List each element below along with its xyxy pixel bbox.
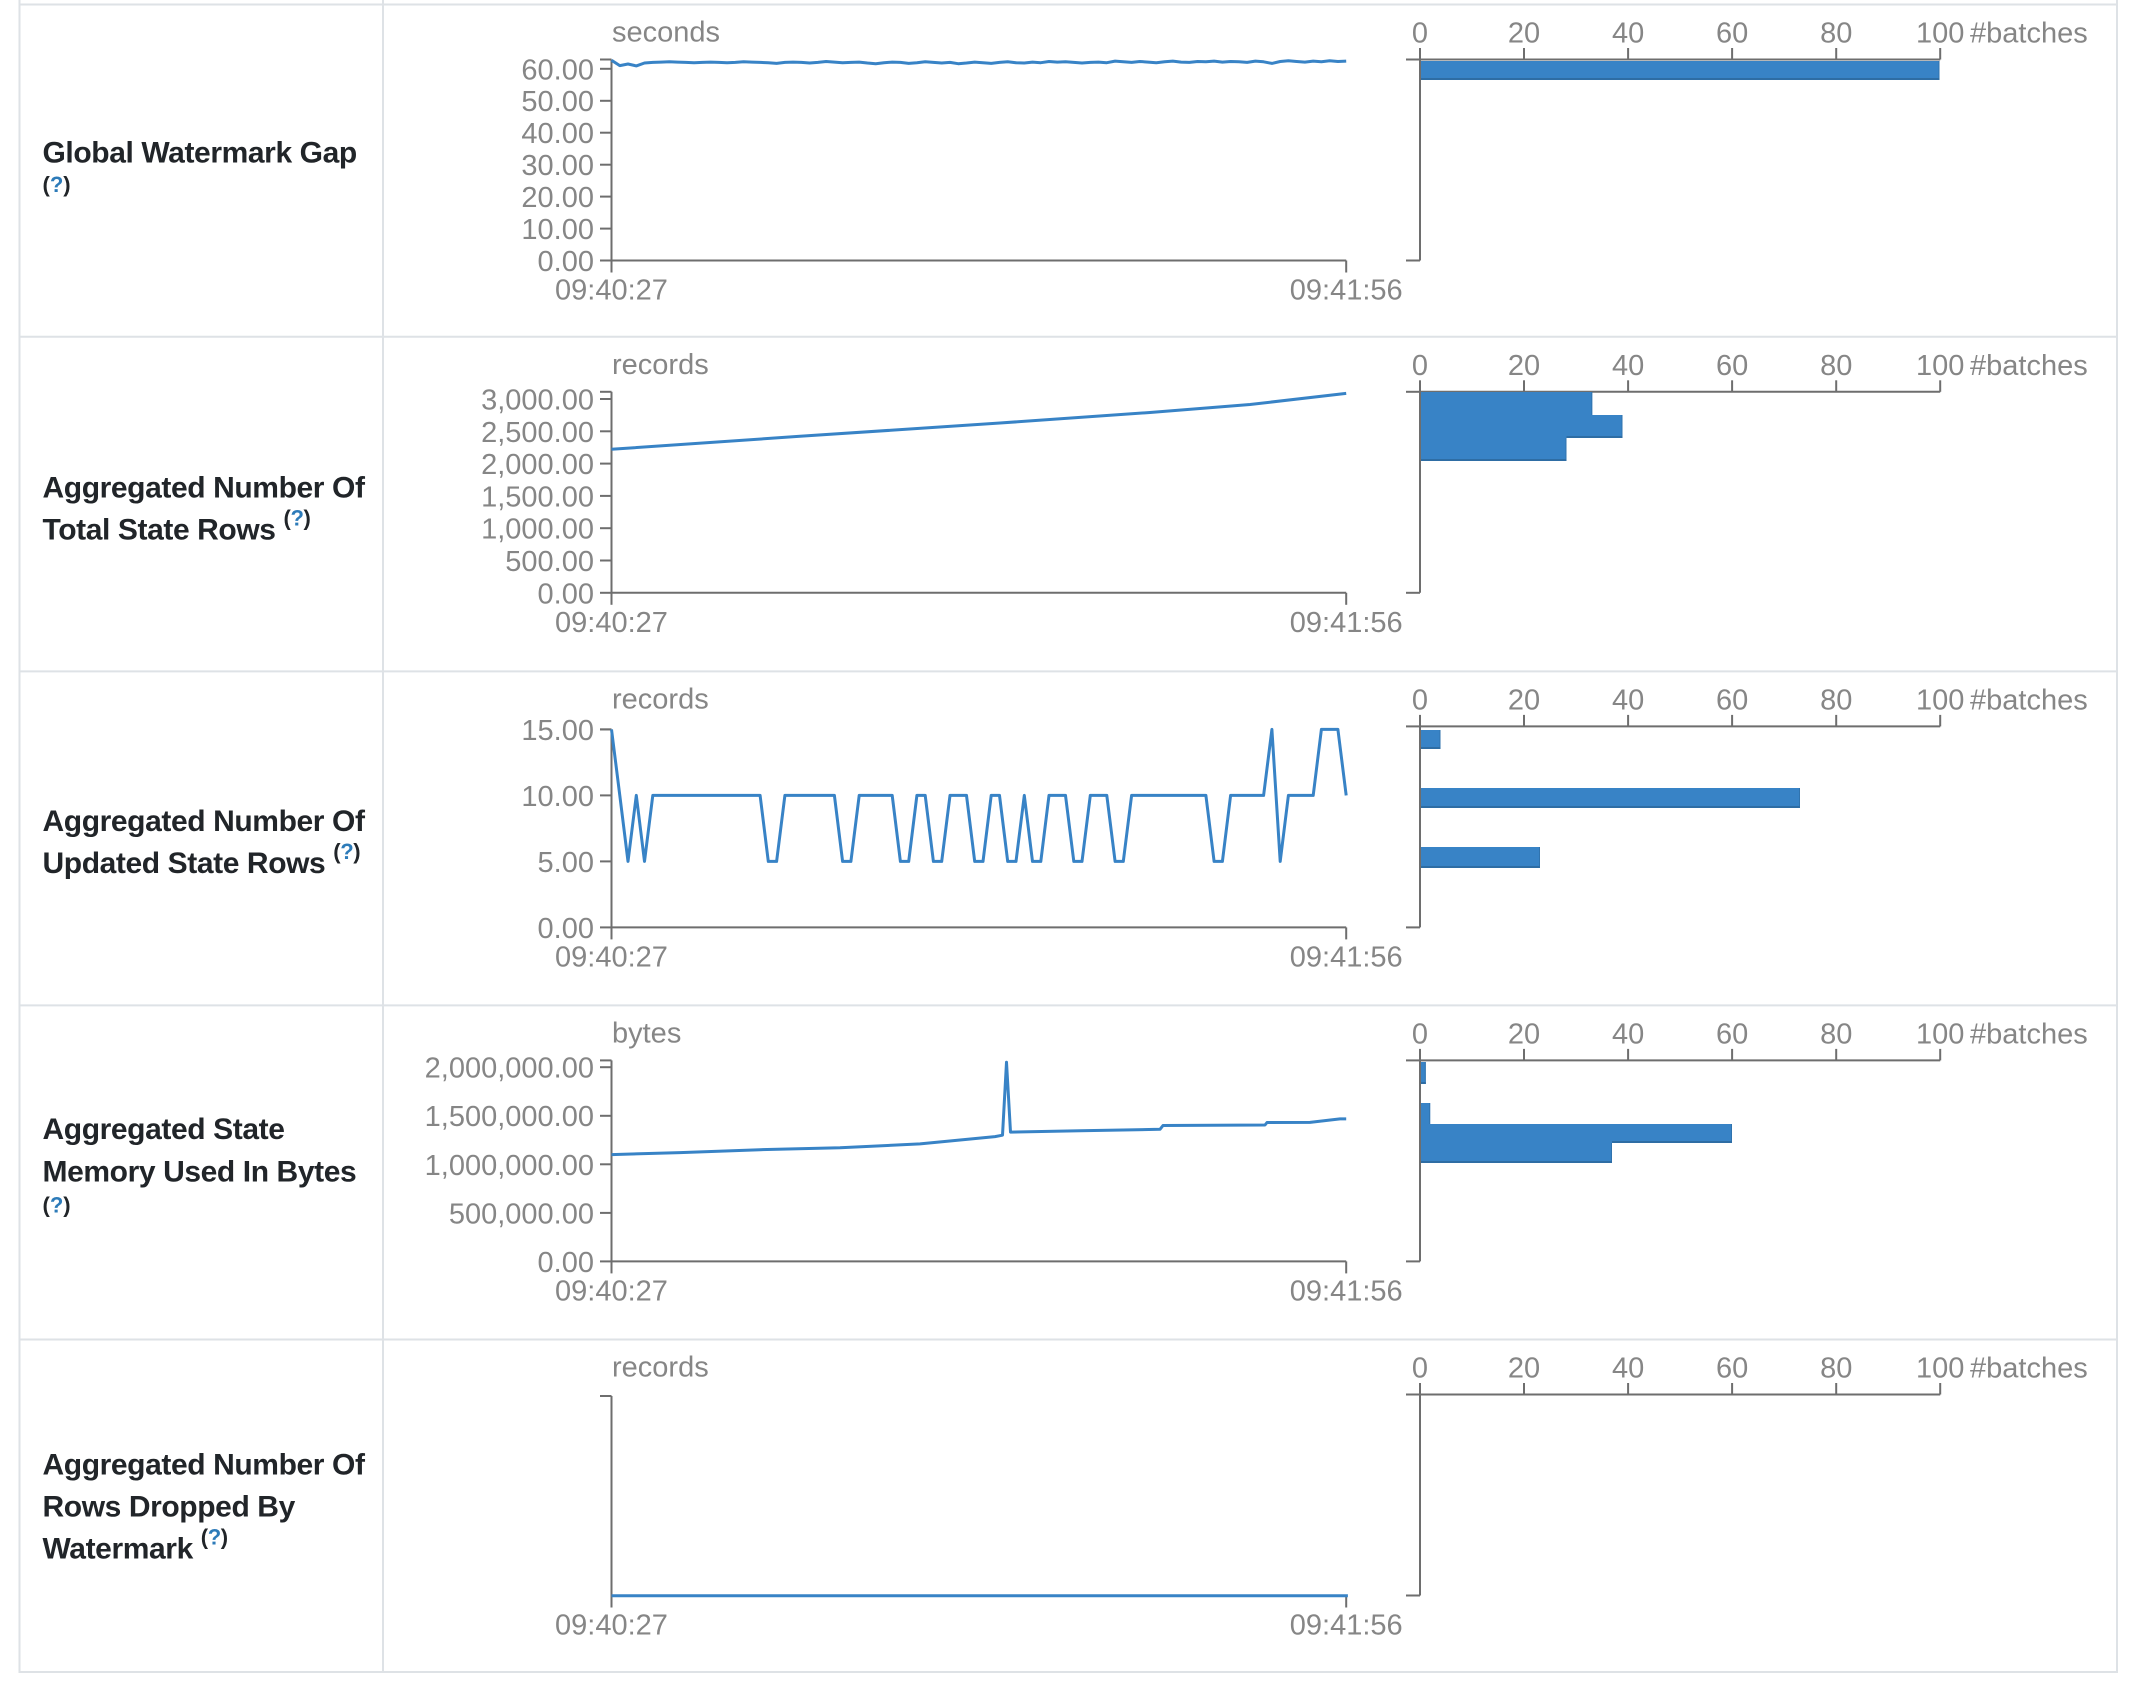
svg-text:15.00: 15.00: [521, 715, 594, 747]
svg-text:20: 20: [1508, 350, 1540, 382]
svg-text:500,000.00: 500,000.00: [449, 1198, 594, 1230]
svg-text:Updated State Rows (?): Updated State Rows (?): [43, 839, 361, 880]
svg-text:1,500.00: 1,500.00: [481, 481, 594, 513]
svg-text:0: 0: [1412, 350, 1428, 382]
svg-text:40: 40: [1612, 18, 1644, 50]
svg-text:80: 80: [1820, 18, 1852, 50]
svg-text:3,000.00: 3,000.00: [481, 385, 594, 417]
svg-text:(?): (?): [43, 172, 71, 197]
svg-text:10.00: 10.00: [521, 781, 594, 813]
svg-text:Aggregated Number Of: Aggregated Number Of: [43, 1449, 366, 1482]
svg-text:40: 40: [1612, 1353, 1644, 1385]
svg-text:1,500,000.00: 1,500,000.00: [425, 1101, 594, 1133]
svg-text:20: 20: [1508, 1018, 1540, 1050]
svg-text:09:41:56: 09:41:56: [1290, 1275, 1403, 1307]
svg-text:#batches: #batches: [1970, 1353, 2088, 1385]
svg-text:60: 60: [1716, 18, 1748, 50]
svg-text:60.00: 60.00: [521, 54, 594, 86]
svg-text:60: 60: [1716, 1018, 1748, 1050]
svg-text:09:41:56: 09:41:56: [1290, 275, 1403, 307]
svg-text:60: 60: [1716, 1353, 1748, 1385]
svg-text:5.00: 5.00: [538, 847, 594, 879]
svg-text:0.00: 0.00: [538, 913, 594, 945]
svg-text:09:40:27: 09:40:27: [555, 275, 668, 307]
svg-text:#batches: #batches: [1970, 350, 2088, 382]
svg-text:Aggregated State: Aggregated State: [43, 1113, 285, 1146]
svg-text:#batches: #batches: [1970, 684, 2088, 716]
svg-text:40: 40: [1612, 684, 1644, 716]
svg-text:seconds: seconds: [612, 17, 720, 49]
svg-text:Aggregated Number Of: Aggregated Number Of: [43, 472, 366, 505]
svg-text:50.00: 50.00: [521, 86, 594, 118]
svg-text:80: 80: [1820, 1018, 1852, 1050]
svg-text:09:40:27: 09:40:27: [555, 607, 668, 639]
svg-text:0.00: 0.00: [538, 246, 594, 278]
svg-text:80: 80: [1820, 1353, 1852, 1385]
svg-text:records: records: [612, 1352, 709, 1384]
svg-text:1,000,000.00: 1,000,000.00: [425, 1150, 594, 1182]
svg-text:30.00: 30.00: [521, 150, 594, 182]
svg-text:Watermark (?): Watermark (?): [43, 1524, 228, 1565]
svg-text:10.00: 10.00: [521, 214, 594, 246]
svg-text:09:40:27: 09:40:27: [555, 1275, 668, 1307]
svg-text:Rows Dropped By: Rows Dropped By: [43, 1490, 296, 1523]
svg-text:100: 100: [1916, 684, 1964, 716]
svg-text:#batches: #batches: [1970, 18, 2088, 50]
svg-text:0: 0: [1412, 1018, 1428, 1050]
svg-text:0: 0: [1412, 18, 1428, 50]
svg-text:1,000.00: 1,000.00: [481, 514, 594, 546]
svg-text:(?): (?): [43, 1193, 71, 1218]
svg-text:bytes: bytes: [612, 1017, 681, 1049]
svg-text:09:41:56: 09:41:56: [1290, 1610, 1403, 1642]
svg-text:0: 0: [1412, 1353, 1428, 1385]
svg-text:09:41:56: 09:41:56: [1290, 607, 1403, 639]
svg-text:Total State Rows (?): Total State Rows (?): [43, 506, 311, 547]
svg-text:Memory Used In Bytes: Memory Used In Bytes: [43, 1155, 357, 1188]
svg-text:40: 40: [1612, 1018, 1644, 1050]
svg-text:records: records: [612, 349, 709, 381]
svg-text:0: 0: [1412, 684, 1428, 716]
svg-text:20.00: 20.00: [521, 182, 594, 214]
svg-text:09:40:27: 09:40:27: [555, 1610, 668, 1642]
svg-text:40: 40: [1612, 350, 1644, 382]
svg-text:09:41:56: 09:41:56: [1290, 941, 1403, 973]
svg-text:60: 60: [1716, 684, 1748, 716]
svg-text:09:40:27: 09:40:27: [555, 941, 668, 973]
svg-text:20: 20: [1508, 1353, 1540, 1385]
svg-text:2,000,000.00: 2,000,000.00: [425, 1053, 594, 1085]
svg-text:100: 100: [1916, 18, 1964, 50]
svg-text:20: 20: [1508, 684, 1540, 716]
svg-text:500.00: 500.00: [505, 546, 594, 578]
svg-text:60: 60: [1716, 350, 1748, 382]
svg-text:0.00: 0.00: [538, 1247, 594, 1279]
svg-text:40.00: 40.00: [521, 118, 594, 150]
svg-text:0.00: 0.00: [538, 578, 594, 610]
svg-text:Aggregated Number Of: Aggregated Number Of: [43, 805, 366, 838]
svg-text:80: 80: [1820, 350, 1852, 382]
svg-text:#batches: #batches: [1970, 1018, 2088, 1050]
svg-text:2,000.00: 2,000.00: [481, 449, 594, 481]
svg-text:2,500.00: 2,500.00: [481, 417, 594, 449]
svg-text:100: 100: [1916, 1353, 1964, 1385]
svg-text:Global Watermark Gap: Global Watermark Gap: [43, 137, 357, 170]
svg-text:100: 100: [1916, 1018, 1964, 1050]
svg-text:80: 80: [1820, 684, 1852, 716]
svg-text:100: 100: [1916, 350, 1964, 382]
svg-text:20: 20: [1508, 18, 1540, 50]
svg-text:records: records: [612, 683, 709, 715]
